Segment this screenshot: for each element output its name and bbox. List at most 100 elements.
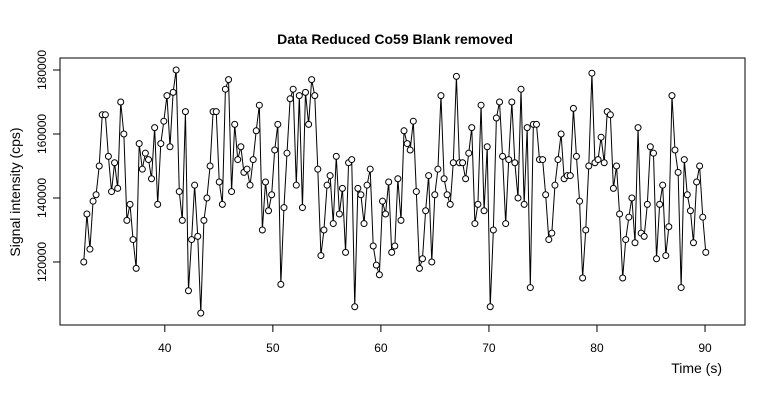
data-point [332, 152, 340, 160]
data-point [693, 178, 701, 186]
data-point [212, 108, 220, 116]
data-point [265, 207, 273, 215]
data-point [696, 162, 704, 170]
data-point [246, 181, 254, 189]
data-point [443, 191, 451, 199]
data-point [277, 280, 285, 288]
data-point [86, 245, 94, 253]
data-point [585, 162, 593, 170]
x-tick-label: 80 [590, 341, 604, 355]
data-point [609, 184, 617, 192]
data-point [446, 200, 454, 208]
data-point [379, 197, 387, 205]
data-point [372, 261, 380, 269]
data-point [172, 66, 180, 74]
data-point [631, 239, 639, 247]
data-point [674, 168, 682, 176]
data-point [622, 236, 630, 244]
chart-title: Data Reduced Co59 Blank removed [277, 31, 513, 47]
data-point [351, 303, 359, 311]
data-point [141, 149, 149, 157]
data-point [92, 191, 100, 199]
data-point [400, 127, 408, 135]
data-point [320, 226, 328, 234]
data-point [194, 232, 202, 240]
data-point [369, 242, 377, 250]
data-point [129, 236, 137, 244]
data-point [117, 98, 125, 106]
data-point [437, 92, 445, 100]
data-point [511, 159, 519, 167]
data-point [144, 156, 152, 164]
data-point [699, 213, 707, 221]
data-point [114, 184, 122, 192]
x-tick-label: 60 [374, 341, 388, 355]
data-point [385, 178, 393, 186]
data-point [228, 188, 236, 196]
data-point [83, 210, 91, 218]
data-point [135, 140, 143, 148]
data-point [138, 165, 146, 173]
data-point [342, 248, 350, 256]
data-point [360, 220, 368, 228]
data-point [258, 226, 266, 234]
data-point [480, 207, 488, 215]
data-point [412, 188, 420, 196]
data-point [508, 98, 516, 106]
data-point [653, 255, 661, 263]
data-point [468, 124, 476, 132]
data-point [625, 213, 633, 221]
data-point [132, 264, 140, 272]
x-tick-label: 90 [698, 341, 712, 355]
data-point [422, 207, 430, 215]
data-point [551, 181, 559, 189]
data-point [375, 271, 383, 279]
x-tick-label: 40 [158, 341, 172, 355]
data-point [616, 210, 624, 218]
data-point [517, 85, 525, 93]
data-point [154, 200, 162, 208]
data-point [671, 146, 679, 154]
data-point [283, 149, 291, 157]
data-point [539, 156, 547, 164]
data-point [111, 159, 119, 167]
data-point [683, 191, 691, 199]
data-point [486, 303, 494, 311]
data-point [178, 216, 186, 224]
data-point [354, 184, 362, 192]
data-point [314, 165, 322, 173]
data-point [597, 133, 605, 141]
data-point [126, 200, 134, 208]
data-point [579, 274, 587, 282]
data-point [234, 156, 242, 164]
data-point [662, 252, 670, 260]
data-point [305, 120, 313, 128]
data-point [218, 200, 226, 208]
data-point [311, 92, 319, 100]
data-point [252, 127, 260, 135]
data-point [163, 92, 171, 100]
data-point [237, 143, 245, 151]
data-point [452, 72, 460, 80]
data-point [656, 200, 664, 208]
data-point [243, 165, 251, 173]
data-point [95, 162, 103, 170]
x-tick-label: 50 [266, 341, 280, 355]
data-point [317, 252, 325, 260]
data-point [292, 181, 300, 189]
data-point [606, 111, 614, 119]
data-point [415, 264, 423, 272]
data-point [628, 194, 636, 202]
data-point [572, 152, 580, 160]
data-point [289, 85, 297, 93]
y-tick-label: 180000 [35, 50, 49, 90]
data-point [104, 152, 112, 160]
data-point [166, 143, 174, 151]
data-point [151, 124, 159, 132]
data-point [249, 156, 257, 164]
data-point [594, 156, 602, 164]
y-tick-label: 160000 [35, 114, 49, 154]
data-point [613, 162, 621, 170]
x-axis-label: Time (s) [671, 360, 722, 376]
